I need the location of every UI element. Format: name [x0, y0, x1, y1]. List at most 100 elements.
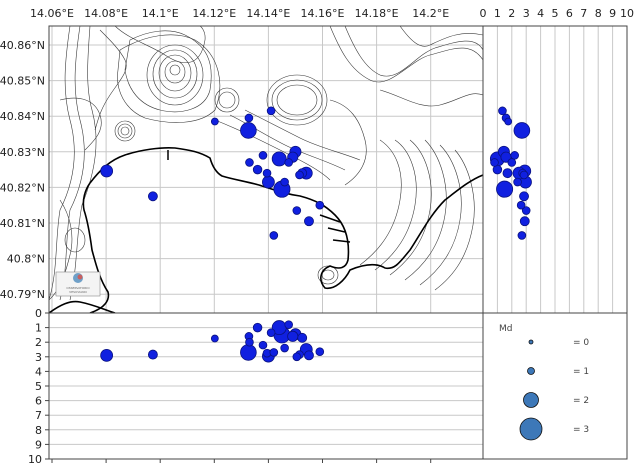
earthquake-marker [284, 158, 293, 167]
legend-title: Md [499, 324, 512, 334]
bathymetry-contours [49, 26, 483, 301]
earthquake-marker [498, 106, 507, 116]
earthquake-marker [504, 117, 513, 126]
earthquake-marker [100, 348, 114, 362]
earthquake-marker [502, 168, 513, 179]
earthquake-marker [490, 158, 499, 167]
map-x-tick: 14.2°E [412, 7, 449, 20]
map-x-tick: 14.06°E [30, 7, 74, 20]
earthquake-marker [271, 151, 287, 167]
depth-panel-grid [49, 327, 483, 445]
earthquake-marker [519, 191, 529, 202]
map-events [100, 106, 325, 240]
legend-marker [527, 367, 535, 375]
depth-y-tick: 10 [28, 453, 42, 466]
earthquake-marker [262, 168, 272, 178]
legend-label: = 1 [573, 367, 589, 377]
earthquake-marker [284, 320, 293, 329]
map-y-tick: 40.85°N [0, 75, 45, 88]
earthquake-marker [258, 151, 268, 160]
earthquake-marker [147, 191, 158, 202]
earthquake-marker [240, 344, 257, 361]
earthquake-marker [295, 170, 304, 180]
earthquake-marker [245, 337, 254, 347]
depth-longitude-panel: 0 12 34 5 67 89 10 [28, 307, 484, 466]
earthquake-marker [315, 347, 325, 356]
earthquake-marker [147, 349, 158, 360]
map-y-tick: 40.79°N [0, 288, 45, 301]
depth-y-tick: 3 [35, 351, 42, 364]
earthquake-marker [252, 322, 263, 333]
earthquake-marker [261, 175, 275, 189]
magnitude-legend: Md = 0 = 1 = 2 = 3 [482, 312, 628, 460]
map-x-tick: 14.18°E [355, 7, 399, 20]
earthquake-marker [244, 113, 254, 123]
map-x-tick: 14.14°E [246, 7, 290, 20]
earthquake-marker [287, 330, 299, 342]
depth-y-tick: 1 [35, 322, 42, 335]
legend-label: = 3 [573, 425, 589, 435]
earthquake-marker [513, 122, 531, 139]
earthquake-marker [513, 177, 522, 187]
depth-y-tick: 5 [35, 380, 42, 393]
legend-marker [528, 339, 534, 345]
earthquake-marker [521, 206, 531, 215]
earthquake-marker [269, 231, 279, 240]
logo-text: OSSERVATORIO [66, 286, 90, 290]
earthquake-marker [292, 352, 302, 362]
map-y-tick: 40.84°N [0, 110, 45, 123]
harbor-piers [167, 150, 351, 243]
earthquake-marker [519, 170, 529, 180]
earthquake-marker [304, 350, 314, 361]
depth-y-tick-labels: 0 12 34 5 67 89 10 [28, 307, 49, 466]
earthquake-marker [266, 106, 276, 116]
earthquake-marker [292, 206, 302, 215]
observatory-logo: OSSERVATORIO VESUVIANO [55, 271, 101, 297]
earthquake-marker [280, 177, 289, 187]
earthquake-marker [510, 151, 519, 160]
map-x-tick-labels: 14.06°E 14.08°E 14.1°E 14.12°E 14.14°E 14.16°… [30, 7, 449, 20]
depth-y-tick: 8 [35, 424, 42, 437]
right-x-tick: 2 [508, 7, 515, 20]
earthquake-marker [496, 180, 514, 198]
earthquake-marker [266, 328, 276, 338]
depth-y-tick: 0 [35, 307, 42, 320]
earthquake-marker [315, 200, 325, 210]
earthquake-marker [258, 340, 268, 350]
right-x-tick: 10 [620, 7, 634, 20]
depth-panel-events [100, 320, 325, 363]
legend-marker [523, 392, 539, 408]
depth-y-tick: 7 [35, 409, 42, 422]
earthquake-marker [516, 200, 526, 210]
map-x-tick: 14.1°E [142, 7, 179, 20]
earthquake-marker [517, 231, 527, 240]
map-grid [49, 26, 483, 313]
depth-y-tick: 2 [35, 336, 42, 349]
earthquake-marker [269, 348, 279, 357]
map-y-tick-labels: 40.86°N 40.85°N 40.84°N 40.83°N 40.82°N 40.81… [0, 39, 45, 301]
earthquake-marker [240, 122, 257, 139]
right-x-tick: 4 [537, 7, 544, 20]
right-x-tick: 0 [480, 7, 487, 20]
map-y-tick: 40.83°N [0, 146, 45, 159]
earthquake-marker [304, 216, 314, 227]
right-x-tick: 1 [494, 7, 501, 20]
earthquake-marker [297, 332, 308, 343]
right-x-tick: 7 [580, 7, 587, 20]
earthquake-marker [245, 158, 254, 167]
right-x-tick: 6 [566, 7, 573, 20]
map-y-tick: 40.82°N [0, 181, 45, 194]
map-x-tick: 14.08°E [84, 7, 128, 20]
depth-y-tick: 9 [35, 438, 42, 451]
coastline [49, 147, 483, 313]
earthquake-marker [210, 334, 219, 343]
earthquake-marker [210, 117, 219, 126]
right-x-tick: 5 [552, 7, 559, 20]
right-panel-x-tick-labels: 0 1 2 3 4 5 6 7 8 9 10 [480, 7, 635, 20]
map-y-tick: 40.86°N [0, 39, 45, 52]
depth-y-tick: 6 [35, 395, 42, 408]
depth-y-tick: 4 [35, 365, 42, 378]
logo-subtext: VESUVIANO [69, 290, 87, 294]
right-x-tick: 9 [609, 7, 616, 20]
